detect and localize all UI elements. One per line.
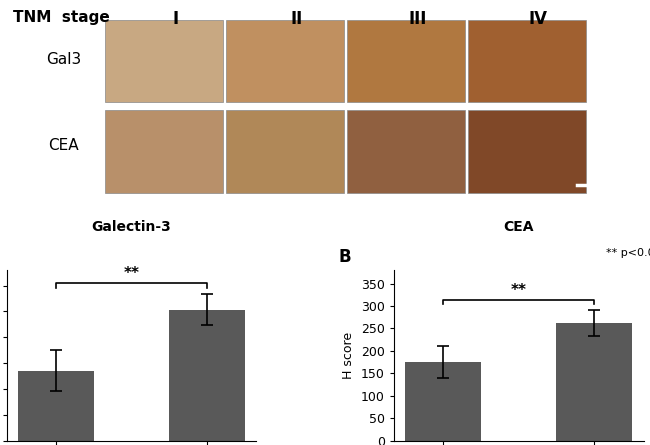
Text: CEA: CEA bbox=[49, 138, 79, 153]
Text: II: II bbox=[290, 10, 302, 28]
Y-axis label: H score: H score bbox=[343, 332, 356, 379]
Text: Gal3: Gal3 bbox=[46, 52, 81, 67]
FancyBboxPatch shape bbox=[347, 20, 465, 102]
Bar bbox=[169, 310, 245, 441]
Bar bbox=[18, 371, 94, 441]
FancyBboxPatch shape bbox=[226, 110, 344, 193]
Text: IV: IV bbox=[529, 10, 548, 28]
FancyBboxPatch shape bbox=[468, 20, 586, 102]
Text: I: I bbox=[172, 10, 178, 28]
Bar bbox=[556, 323, 632, 441]
Text: **: ** bbox=[511, 283, 526, 298]
FancyBboxPatch shape bbox=[347, 110, 465, 193]
FancyBboxPatch shape bbox=[105, 20, 223, 102]
Bar bbox=[405, 362, 481, 441]
Text: ** p<0.001: ** p<0.001 bbox=[606, 248, 650, 258]
FancyBboxPatch shape bbox=[226, 20, 344, 102]
Text: **: ** bbox=[124, 267, 139, 281]
FancyBboxPatch shape bbox=[105, 110, 223, 193]
FancyBboxPatch shape bbox=[468, 110, 586, 193]
Text: TNM  stage: TNM stage bbox=[13, 10, 110, 25]
Title: Galectin-3: Galectin-3 bbox=[92, 220, 172, 234]
Text: B: B bbox=[339, 248, 352, 266]
Title: CEA: CEA bbox=[503, 220, 534, 234]
Text: III: III bbox=[408, 10, 426, 28]
